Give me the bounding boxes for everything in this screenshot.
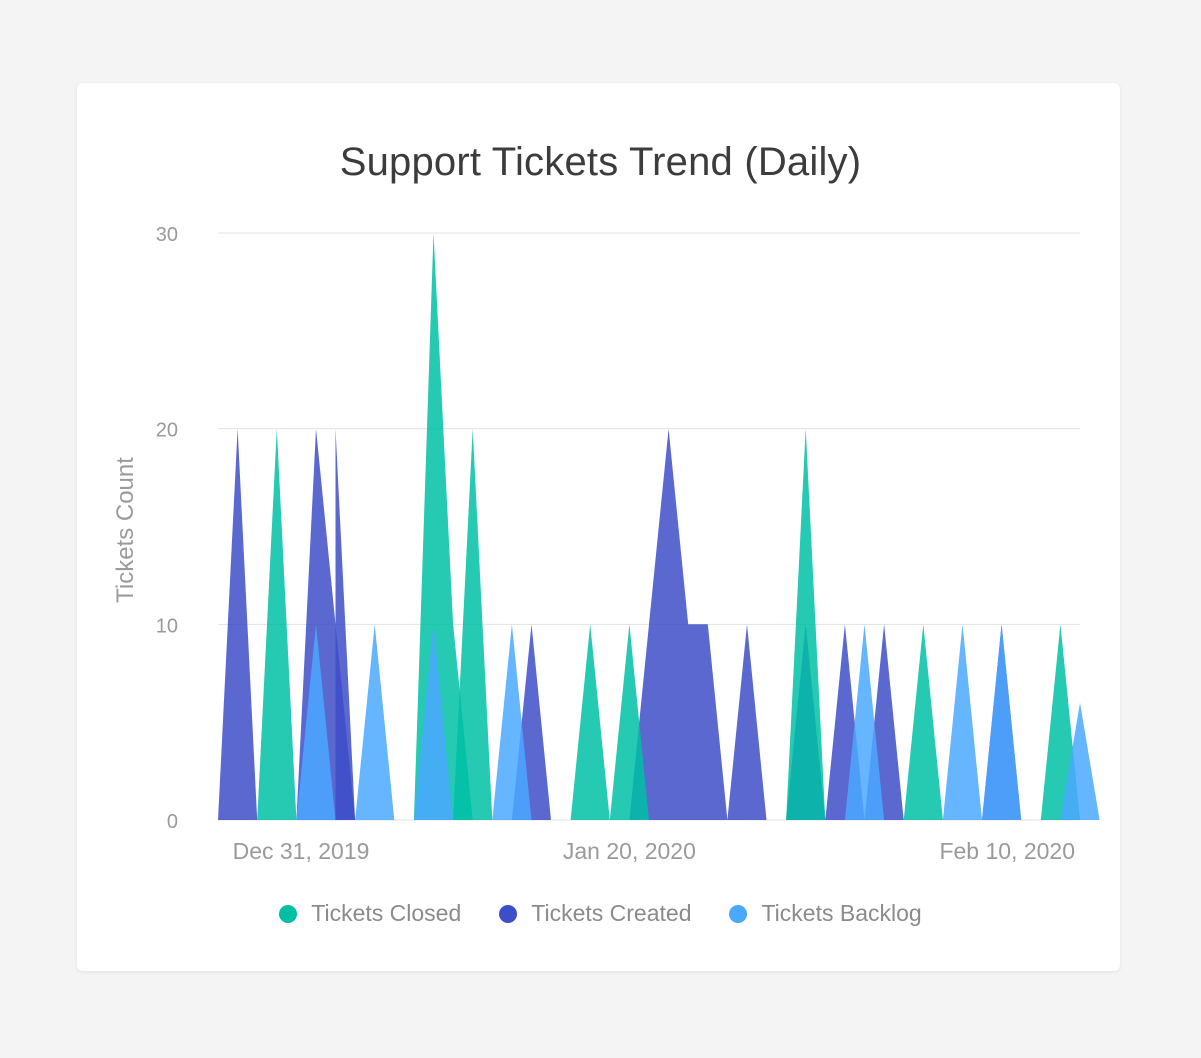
x-tick-label: Jan 20, 2020	[563, 838, 696, 864]
legend-item-tickets-backlog[interactable]: Tickets Backlog	[729, 900, 922, 927]
y-axis-label: Tickets Count	[112, 457, 139, 603]
y-tick-label: 10	[156, 615, 178, 637]
area-spike	[492, 624, 532, 820]
legend-swatch-tickets-created	[499, 904, 518, 923]
series-tickets-backlog	[296, 624, 1100, 820]
legend-swatch-tickets-backlog	[729, 904, 748, 923]
area-spike	[335, 428, 356, 820]
area-spike	[453, 428, 493, 820]
area-spike	[570, 624, 610, 820]
x-tick-label: Dec 31, 2019	[233, 838, 370, 864]
y-tick-label: 20	[156, 420, 178, 442]
area-spike	[218, 428, 258, 820]
area-spike	[903, 624, 943, 820]
chart-title: Support Tickets Trend (Daily)	[339, 140, 862, 184]
chart-card	[77, 83, 1120, 971]
area-spike	[257, 428, 297, 820]
axis-layer: Tickets Count 0 10 20 30 Dec 31, 2019 Jan 20,…	[112, 224, 1075, 864]
legend-item-tickets-created[interactable]: Tickets Created	[499, 900, 691, 927]
legend-label: Tickets Backlog	[761, 900, 922, 926]
chart-legend: Tickets Closed Tickets Created Tickets B…	[0, 900, 1201, 927]
area-spike	[629, 428, 728, 820]
area-spike	[413, 624, 454, 820]
y-tick-label: 0	[167, 811, 178, 833]
area-spike	[1060, 702, 1100, 820]
area-spike	[727, 624, 767, 820]
x-tick-label: Feb 10, 2020	[939, 838, 1075, 864]
legend-swatch-tickets-closed	[279, 904, 298, 923]
legend-label: Tickets Closed	[311, 900, 462, 926]
y-tick-label: 30	[156, 224, 178, 246]
area-spike	[942, 624, 982, 820]
area-spike	[982, 624, 1022, 820]
legend-item-tickets-closed[interactable]: Tickets Closed	[279, 900, 461, 927]
series-layer	[218, 233, 1100, 820]
legend-label: Tickets Created	[531, 900, 692, 926]
area-spike	[609, 624, 649, 820]
area-spike	[296, 624, 336, 820]
area-spike	[786, 428, 826, 820]
area-spike	[844, 624, 885, 820]
area-spike	[355, 624, 395, 820]
